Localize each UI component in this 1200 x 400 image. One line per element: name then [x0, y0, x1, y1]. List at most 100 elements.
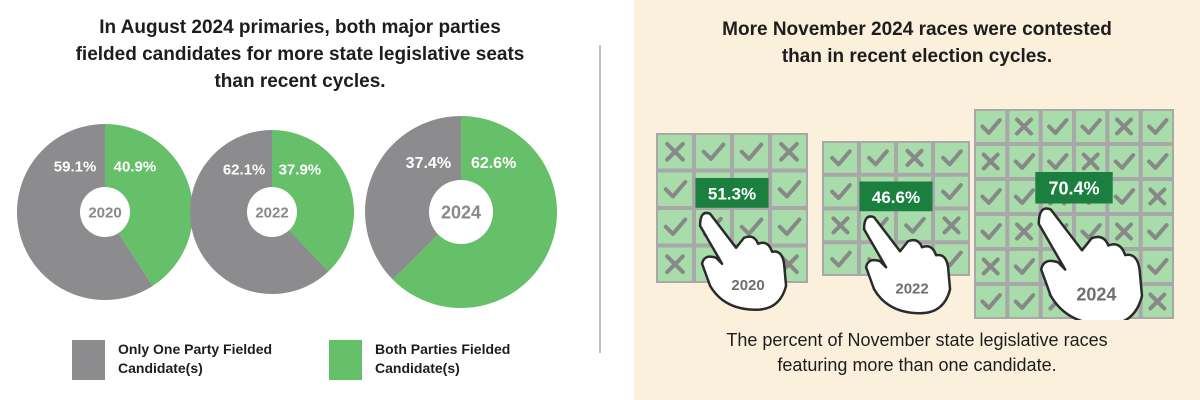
donut-label-both-parties: 40.9% — [114, 159, 157, 176]
donut-year-label: 2022 — [255, 204, 288, 221]
legend-item-both-parties: Both Parties Fielded Candidate(s) — [329, 340, 565, 380]
percent-label-box — [859, 181, 933, 212]
x-mark-icon — [1148, 187, 1167, 206]
check-mark-icon — [980, 118, 1002, 135]
x-mark-icon — [1015, 222, 1033, 241]
check-mark-icon — [739, 217, 764, 236]
donut-year-label: 2020 — [88, 204, 121, 221]
check-mark-icon — [1147, 223, 1169, 240]
donut-hole — [247, 187, 297, 237]
donut-label-both-parties: 62.6% — [471, 155, 516, 172]
percent-label: 70.4% — [1048, 179, 1099, 199]
donut-slice-one-party — [365, 116, 461, 280]
donut-chart-2024: 2024 37.4% 62.6% — [365, 116, 557, 308]
check-mark-icon — [1013, 258, 1036, 275]
grid-tile — [976, 286, 1006, 317]
x-mark-icon — [905, 148, 924, 167]
grid-tile — [898, 210, 931, 241]
percent-label: 46.6% — [872, 188, 920, 207]
donut-label-one-party: 59.1% — [54, 159, 97, 176]
primaries-title-line: than recent cycles. — [214, 71, 386, 92]
caption-line: The percent of November state legislativ… — [726, 330, 1108, 350]
donut-chart-2022: 2022 62.1% 37.9% — [190, 130, 354, 294]
x-mark-icon — [1115, 222, 1133, 241]
grid-tile — [935, 176, 968, 207]
check-mark-icon — [980, 293, 1002, 310]
donut-hole — [80, 187, 130, 237]
donut-slice-both-parties — [105, 124, 194, 287]
x-mark-icon — [1081, 152, 1100, 171]
check-mark-icon — [663, 180, 688, 199]
x-mark-icon — [665, 254, 685, 275]
check-mark-icon — [867, 149, 889, 167]
year-label: 2024 — [1076, 285, 1116, 305]
grid-tile — [1142, 216, 1172, 247]
hand-pointer-icon — [862, 215, 952, 315]
primaries-title-line: fielded candidates for more state legisl… — [75, 44, 525, 65]
check-mark-icon — [777, 180, 802, 199]
check-mark-icon — [1013, 188, 1036, 205]
grid-tile — [1142, 146, 1172, 177]
check-mark-icon — [1013, 153, 1036, 170]
check-mark-icon — [941, 149, 963, 167]
november-panel: More November 2024 races were contested … — [634, 0, 1200, 400]
donut-label-one-party: 37.4% — [406, 155, 451, 172]
legend-label-both-parties: Both Parties Fielded Candidate(s) — [375, 340, 565, 378]
check-mark-icon — [1147, 153, 1169, 170]
x-mark-icon — [665, 141, 685, 162]
grid-tile — [935, 143, 968, 173]
check-mark-icon — [1113, 153, 1136, 170]
check-mark-icon — [1080, 118, 1102, 135]
x-mark-icon — [981, 257, 1000, 276]
legend-label-line: Candidate(s) — [118, 360, 203, 376]
percent-label-box — [695, 178, 769, 208]
grid-tile — [861, 143, 894, 173]
check-mark-icon — [830, 250, 852, 268]
hand-pointer-icon — [1037, 207, 1144, 320]
x-mark-icon — [942, 216, 961, 235]
grid-tile — [1142, 251, 1172, 282]
legend-item-one-party: Only One Party Fielded Candidate(s) — [72, 340, 308, 380]
ballot-grids: 51.3% 2020 46.6% 2022 70.4% 2024 — [656, 109, 1174, 320]
check-mark-icon — [830, 149, 852, 167]
ballot-grid-2020: 51.3% 2020 — [656, 133, 808, 311]
x-mark-icon — [831, 216, 850, 235]
november-caption: The percent of November state legislativ… — [634, 328, 1200, 378]
check-mark-icon — [1013, 293, 1036, 310]
grid-tile — [1076, 111, 1106, 142]
november-title-line: More November 2024 races were contested — [722, 19, 1112, 40]
x-mark-icon — [1115, 117, 1133, 136]
donut-slice-both-parties — [272, 130, 354, 272]
x-mark-icon — [1015, 117, 1033, 136]
primaries-panel: In August 2024 primaries, both major par… — [17, 17, 565, 380]
grid-tile — [1109, 181, 1139, 212]
check-mark-icon — [1080, 223, 1102, 240]
grid-tile — [1109, 146, 1139, 177]
check-mark-icon — [904, 216, 926, 234]
grid-tile — [1042, 111, 1072, 142]
year-label: 2022 — [895, 280, 928, 297]
grid-tile — [696, 135, 730, 169]
x-mark-icon — [779, 141, 799, 162]
grid-tile — [772, 172, 806, 206]
ballot-grid-2022: 46.6% 2022 — [822, 141, 970, 315]
grid-tile — [824, 176, 857, 207]
check-mark-icon — [1147, 258, 1169, 275]
donut-hole — [429, 180, 493, 244]
primaries-title-line: In August 2024 primaries, both major par… — [99, 17, 501, 38]
grid-tile — [772, 210, 806, 244]
donut-charts: 2020 59.1% 40.9% 2022 62.1% 37.9% 2024 37.4% 62.… — [17, 116, 557, 308]
legend-label-line: Candidate(s) — [375, 360, 460, 376]
check-mark-icon — [1113, 188, 1136, 205]
percent-label: 51.3% — [708, 184, 756, 203]
donut-label-both-parties: 37.9% — [279, 161, 322, 178]
check-mark-icon — [739, 142, 764, 161]
check-mark-icon — [980, 223, 1002, 240]
grid-tile — [734, 135, 768, 169]
november-title-line: than in recent election cycles. — [781, 46, 1053, 67]
legend-label-one-party: Only One Party Fielded Candidate(s) — [118, 340, 308, 378]
check-mark-icon — [980, 188, 1002, 205]
ballot-grid-2024: 70.4% 2024 — [974, 109, 1174, 320]
legend-swatch-both-parties — [329, 340, 362, 380]
grid-tile — [658, 172, 692, 206]
